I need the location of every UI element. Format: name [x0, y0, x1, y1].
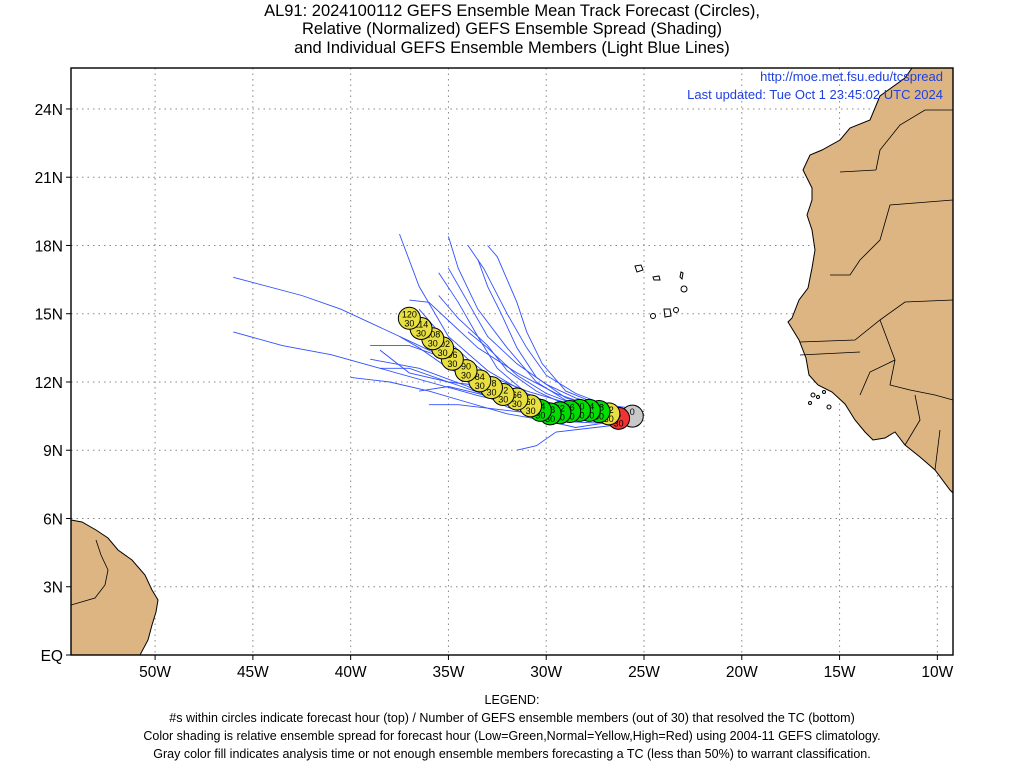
- y-tick-label: 12N: [35, 375, 63, 392]
- axis-ticks: 50W 45W 40W 35W 30W 25W 20W 15W 10W EQ 3N 6N 9N 12N 15…: [35, 102, 954, 681]
- map-title-line-3: and Individual GEFS Ensemble Members (Li…: [294, 39, 730, 57]
- africa-landmass: [787, 68, 953, 494]
- x-tick-label: 50W: [139, 664, 171, 681]
- x-tick-label: 10W: [921, 664, 953, 681]
- x-tick-label: 45W: [237, 664, 269, 681]
- forecast-hour-label: 78: [486, 379, 496, 389]
- forecast-hour-label: 114: [414, 320, 428, 330]
- x-tick-label: 35W: [433, 664, 465, 681]
- member-count-label: 30: [498, 394, 508, 404]
- member-count-label: 30: [545, 414, 555, 424]
- y-tick-label: 3N: [43, 580, 63, 597]
- member-count-label: 30: [447, 359, 457, 369]
- y-tick-label: 24N: [35, 102, 63, 119]
- y-tick-label: EQ: [41, 648, 63, 665]
- map-title-line-1: AL91: 2024100112 GEFS Ensemble Mean Trac…: [264, 2, 760, 20]
- last-updated-label: Last updated: Tue Oct 1 23:45:02 UTC 202…: [687, 87, 943, 102]
- legend-line-3: Gray color fill indicates analysis time …: [153, 747, 871, 761]
- forecast-hour-label: 0: [630, 407, 635, 417]
- map-frame: [70, 67, 954, 656]
- legend-heading: LEGEND:: [484, 693, 540, 707]
- member-count-label: 30: [461, 371, 471, 381]
- y-tick-label: 9N: [43, 443, 63, 460]
- forecast-hour-label: 84: [475, 372, 485, 382]
- member-count-label: 30: [438, 348, 448, 358]
- track-forecast-map: 0630123018302430303036304230483054306030…: [35, 67, 954, 681]
- legend-line-2: Color shading is relative ensemble sprea…: [143, 729, 881, 743]
- member-count-label: 30: [614, 418, 624, 428]
- forecast-hour-label: 90: [461, 362, 471, 372]
- member-track-line: [516, 422, 635, 451]
- x-tick-label: 40W: [335, 664, 367, 681]
- map-title-line-2: Relative (Normalized) GEFS Ensemble Spre…: [301, 20, 722, 38]
- member-count-label: 30: [535, 410, 545, 420]
- member-count-label: 30: [475, 381, 485, 391]
- y-tick-label: 15N: [35, 307, 63, 324]
- member-count-label: 30: [604, 414, 614, 424]
- forecast-hour-label: 66: [512, 390, 522, 400]
- forecast-hour-label: 72: [498, 385, 508, 395]
- member-count-label: 30: [594, 412, 604, 422]
- legend-line-1: #s within circles indicate forecast hour…: [169, 711, 855, 725]
- forecast-hour-label: 120: [402, 309, 417, 319]
- x-tick-label: 30W: [530, 664, 562, 681]
- ensemble-mean-track: 0630123018302430303036304230483054306030…: [397, 306, 644, 430]
- bijagos-islands: [808, 390, 832, 410]
- y-tick-label: 18N: [35, 238, 63, 255]
- member-count-label: 30: [404, 318, 414, 328]
- x-tick-label: 20W: [726, 664, 758, 681]
- y-tick-label: 6N: [43, 511, 63, 528]
- country-borders: [799, 109, 953, 471]
- member-count-label: 30: [416, 329, 426, 339]
- south-america-landmass: [71, 519, 159, 655]
- graticule: [71, 68, 953, 655]
- source-url-link[interactable]: http://moe.met.fsu.edu/tcspread: [760, 69, 943, 84]
- country-borders-sa: [71, 539, 109, 606]
- forecast-hour-label: 60: [526, 397, 536, 407]
- y-tick-label: 21N: [35, 170, 63, 187]
- x-tick-label: 25W: [628, 664, 660, 681]
- member-count-label: 30: [526, 406, 536, 416]
- forecast-hour-label: 108: [425, 330, 440, 340]
- cape-verde-islands: [634, 264, 688, 319]
- member-count-label: 30: [428, 339, 438, 349]
- member-count-label: 30: [486, 388, 496, 398]
- forecast-hour-label: 96: [447, 350, 457, 360]
- member-count-label: 30: [512, 399, 522, 409]
- x-tick-label: 15W: [824, 664, 856, 681]
